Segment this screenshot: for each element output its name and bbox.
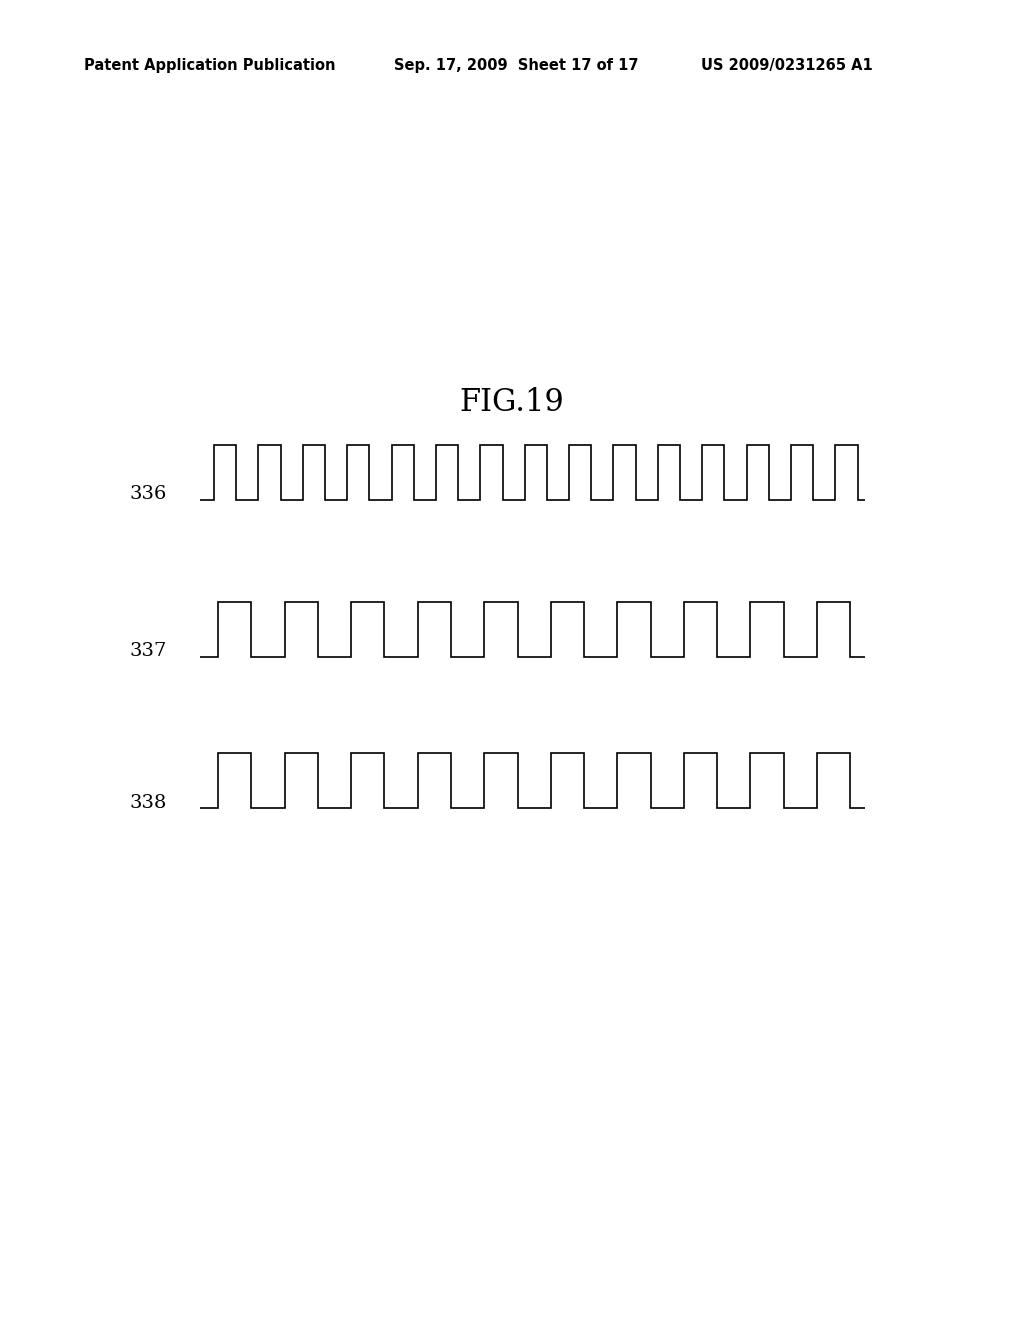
Text: 337: 337 bbox=[130, 642, 167, 660]
Text: US 2009/0231265 A1: US 2009/0231265 A1 bbox=[701, 58, 873, 73]
Text: 336: 336 bbox=[130, 484, 167, 503]
Text: FIG.19: FIG.19 bbox=[460, 387, 564, 418]
Text: Sep. 17, 2009  Sheet 17 of 17: Sep. 17, 2009 Sheet 17 of 17 bbox=[394, 58, 639, 73]
Text: Patent Application Publication: Patent Application Publication bbox=[84, 58, 336, 73]
Text: 338: 338 bbox=[130, 793, 167, 812]
